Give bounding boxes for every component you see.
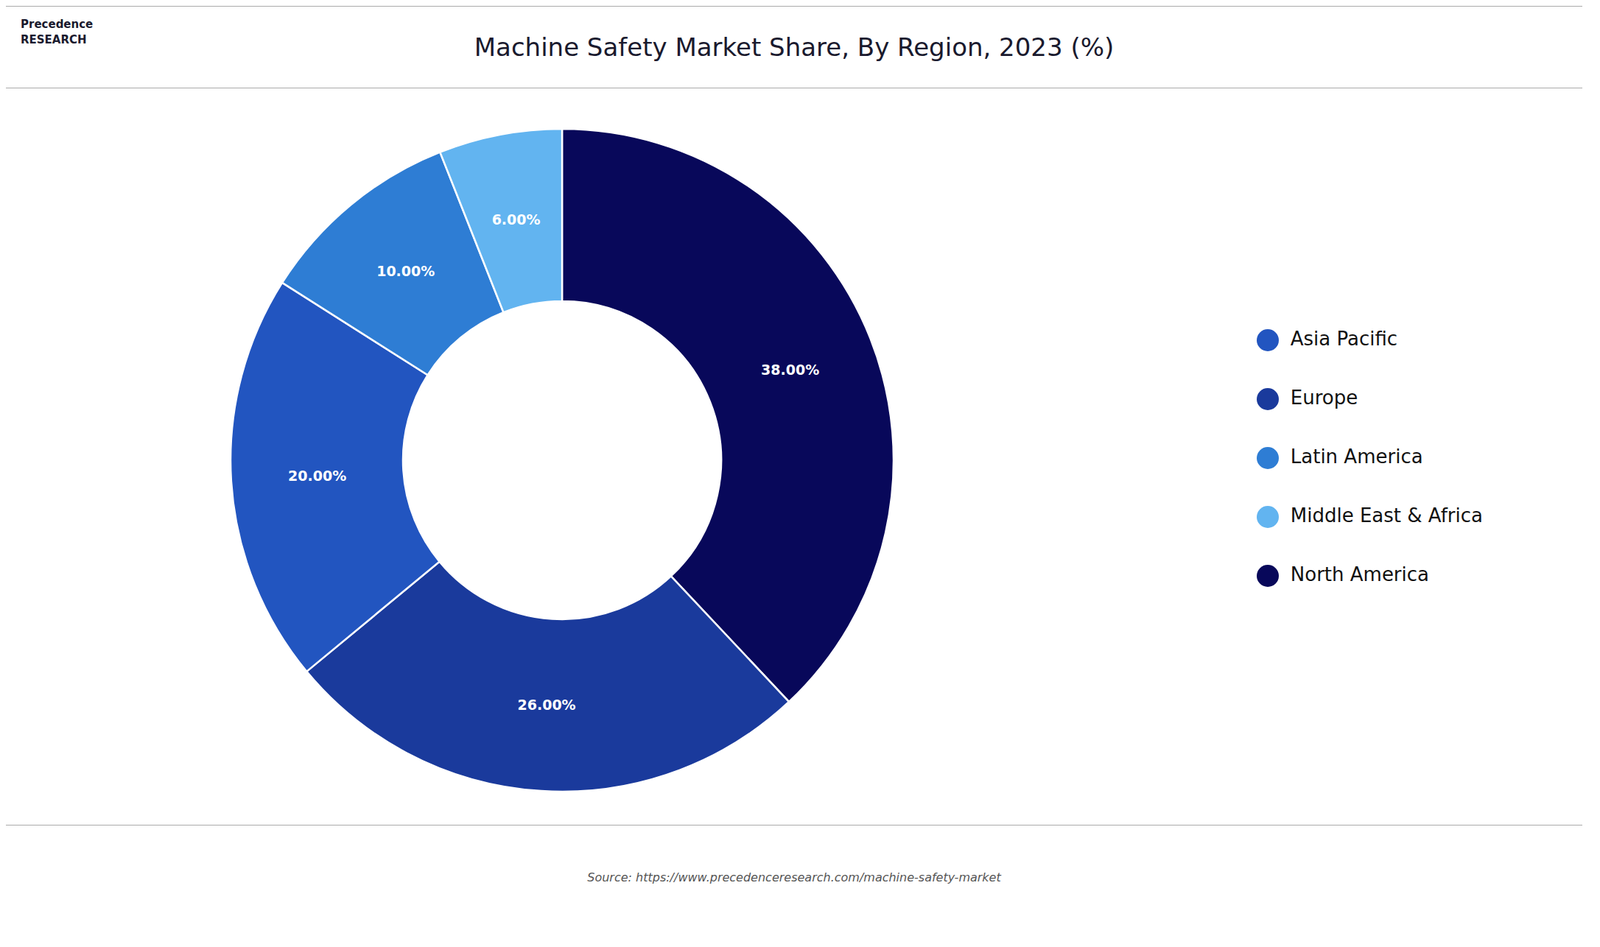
html-text:Asia Pacific: Asia Pacific [1290, 327, 1398, 350]
svg-text:10.00%: 10.00% [376, 262, 435, 280]
html-text:RESEARCH: RESEARCH [20, 33, 87, 47]
html-text:Precedence: Precedence [20, 17, 94, 31]
html-text:Source: https://www.precedence: Source: https://www.precedenceresearch.c… [587, 870, 1001, 885]
html-text:Machine Safety Market Share, B: Machine Safety Market Share, By Region, … [474, 32, 1115, 62]
svg-text:20.00%: 20.00% [288, 467, 347, 484]
html-text:Europe: Europe [1290, 386, 1358, 409]
html-text:North America: North America [1290, 563, 1430, 586]
svg-text:26.00%: 26.00% [517, 696, 577, 714]
html-text:Latin America: Latin America [1290, 445, 1423, 468]
svg-text:38.00%: 38.00% [760, 361, 820, 378]
html-text:Middle East & Africa: Middle East & Africa [1290, 504, 1483, 527]
svg-text:6.00%: 6.00% [492, 211, 541, 228]
